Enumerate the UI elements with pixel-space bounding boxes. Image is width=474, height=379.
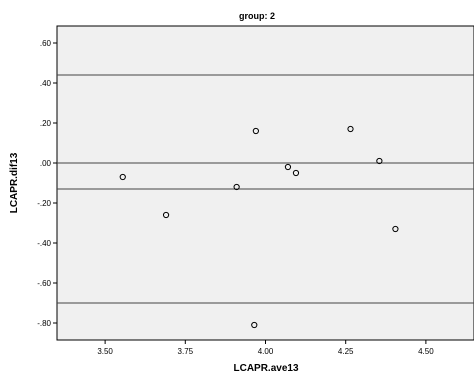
y-tick-label-2: .20	[40, 119, 52, 128]
y-axis-ticks: .60 .40 .20 .00 -.20 -.40 -.60 -.80	[37, 39, 57, 328]
y-tick-label-5: -.40	[37, 239, 51, 248]
data-point-9	[251, 321, 258, 329]
data-point-8	[392, 225, 399, 233]
reference-lines	[57, 74, 474, 304]
y-tick-label-3: .00	[40, 159, 52, 168]
y-tick-label-0: .60	[40, 39, 52, 48]
x-axis-ticks: 3.50 3.75 4.00 4.25 4.50	[97, 340, 434, 356]
data-points	[119, 125, 399, 329]
data-point-6	[347, 125, 354, 133]
y-tick-label-4: -.20	[37, 199, 51, 208]
data-point-5	[292, 169, 300, 177]
data-point-1	[162, 211, 170, 219]
x-tick-label-3: 4.25	[338, 347, 354, 356]
data-point-3	[252, 127, 259, 135]
chart-title: group: 2	[239, 11, 275, 21]
data-point-2	[233, 183, 240, 191]
x-tick-label-0: 3.50	[97, 347, 113, 356]
x-tick-label-2: 4.00	[258, 347, 274, 356]
y-tick-label-1: .40	[40, 79, 52, 88]
y-tick-label-7: -.80	[37, 319, 51, 328]
plot-area	[56, 25, 474, 341]
data-point-7	[376, 157, 383, 165]
x-tick-label-1: 3.75	[178, 347, 194, 356]
x-axis-title: LCAPR.ave13	[233, 363, 298, 374]
data-point-4	[284, 163, 292, 171]
y-tick-label-6: -.60	[37, 279, 51, 288]
x-tick-label-4: 4.50	[418, 347, 434, 356]
y-axis-title: LCAPR.dif13	[9, 152, 20, 213]
data-point-0	[119, 173, 126, 181]
